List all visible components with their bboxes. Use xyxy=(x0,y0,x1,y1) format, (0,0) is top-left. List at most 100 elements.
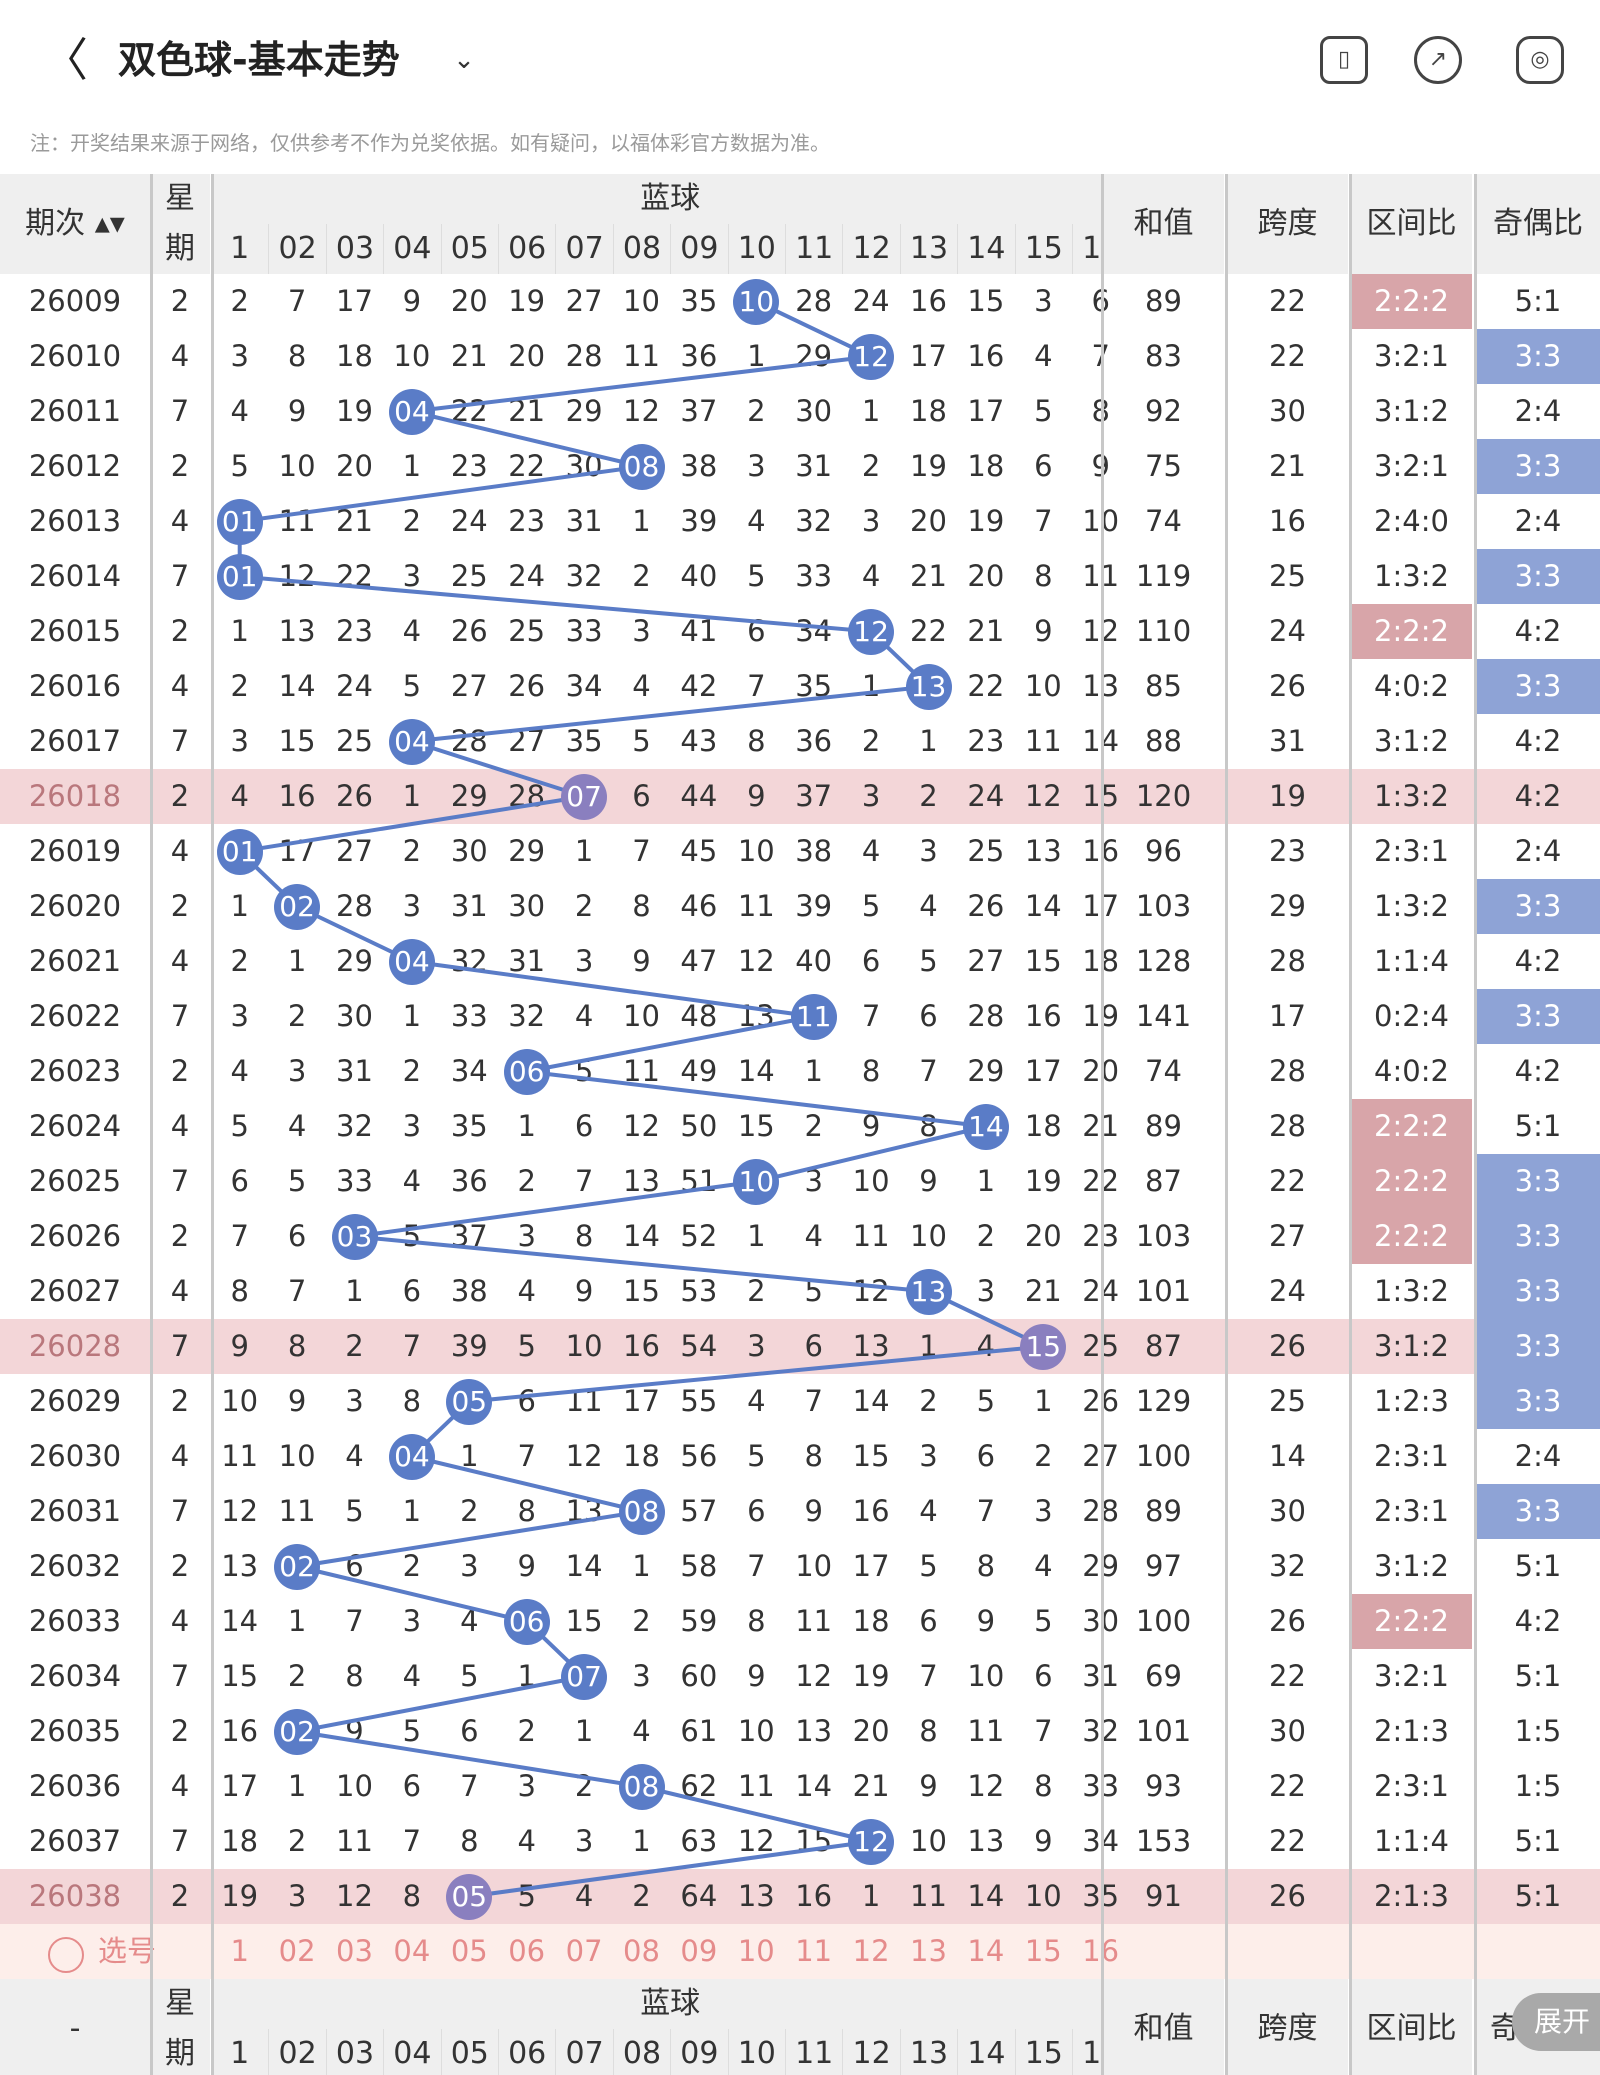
blue-ball-hit[interactable]: 01 xyxy=(216,553,263,600)
miss-count-cell[interactable]: 15 xyxy=(737,1109,775,1143)
miss-count-cell[interactable]: 22 xyxy=(967,669,1005,703)
header-sum[interactable]: 和值 xyxy=(1103,174,1224,274)
miss-count-cell[interactable]: 11 xyxy=(910,1879,947,1913)
miss-count-cell[interactable]: 29 xyxy=(508,834,546,868)
select-number-14[interactable]: 14 xyxy=(967,1934,1005,1968)
table-row[interactable] xyxy=(0,659,1600,714)
header-blue-col-07[interactable]: 07 xyxy=(555,224,613,274)
table-row[interactable] xyxy=(0,1704,1600,1759)
miss-count-cell[interactable]: 6 xyxy=(287,1219,307,1253)
miss-count-cell[interactable]: 15 xyxy=(852,1439,890,1473)
miss-count-cell[interactable]: 9 xyxy=(287,1384,307,1418)
miss-count-cell[interactable]: 17 xyxy=(967,394,1005,428)
miss-count-cell[interactable]: 6 xyxy=(919,1604,938,1638)
miss-count-cell[interactable]: 9 xyxy=(1072,439,1129,494)
miss-count-cell[interactable]: 29 xyxy=(565,394,603,428)
miss-count-cell[interactable]: 1 xyxy=(574,1714,594,1748)
miss-count-cell[interactable]: 2 xyxy=(804,1109,823,1143)
miss-count-cell[interactable]: 14 xyxy=(1024,889,1062,923)
footer-blue-col-1[interactable]: 1 xyxy=(211,2029,269,2075)
miss-count-cell[interactable]: 1 xyxy=(402,779,422,813)
miss-count-cell[interactable]: 15 xyxy=(278,724,316,758)
select-number-08[interactable]: 08 xyxy=(623,1934,660,1968)
miss-count-cell[interactable]: 28 xyxy=(1072,1484,1129,1539)
miss-count-cell[interactable]: 38 xyxy=(450,1274,488,1308)
miss-count-cell[interactable]: 24 xyxy=(852,284,890,318)
header-blue-col-05[interactable]: 05 xyxy=(440,224,498,274)
miss-count-cell[interactable]: 8 xyxy=(632,889,651,923)
miss-count-cell[interactable]: 5 xyxy=(402,1714,422,1748)
miss-count-cell[interactable]: 20 xyxy=(336,449,373,483)
miss-count-cell[interactable]: 2 xyxy=(517,1164,536,1198)
miss-count-cell[interactable]: 7 xyxy=(919,1659,938,1693)
miss-count-cell[interactable]: 39 xyxy=(680,504,718,538)
miss-count-cell[interactable]: 1 xyxy=(919,724,938,758)
header-blue-col-03[interactable]: 03 xyxy=(325,224,384,274)
miss-count-cell[interactable]: 8 xyxy=(804,1439,823,1473)
miss-count-cell[interactable]: 29 xyxy=(795,339,833,373)
miss-count-cell[interactable]: 24 xyxy=(336,669,373,703)
miss-count-cell[interactable]: 35 xyxy=(450,1109,488,1143)
blue-ball-hit[interactable]: 03 xyxy=(331,1213,378,1260)
miss-count-cell[interactable]: 4 xyxy=(287,1109,307,1143)
back-icon[interactable]: 〈 xyxy=(42,33,88,87)
miss-count-cell[interactable]: 5 xyxy=(345,1494,364,1528)
miss-count-cell[interactable]: 54 xyxy=(680,1329,718,1363)
header-odd-even-ratio[interactable]: 奇偶比 xyxy=(1476,174,1600,274)
miss-count-cell[interactable]: 2 xyxy=(747,1274,766,1308)
miss-count-cell[interactable]: 2 xyxy=(402,1054,422,1088)
miss-count-cell[interactable]: 16 xyxy=(278,779,316,813)
miss-count-cell[interactable]: 31 xyxy=(795,449,833,483)
miss-count-cell[interactable]: 22 xyxy=(508,449,546,483)
miss-count-cell[interactable]: 3 xyxy=(574,944,594,978)
miss-count-cell[interactable]: 23 xyxy=(336,614,373,648)
miss-count-cell[interactable]: 17 xyxy=(1072,879,1129,934)
miss-count-cell[interactable]: 11 xyxy=(623,339,660,373)
miss-count-cell[interactable]: 6 xyxy=(1072,274,1129,329)
miss-count-cell[interactable]: 36 xyxy=(795,724,833,758)
miss-count-cell[interactable]: 3 xyxy=(460,1549,479,1583)
miss-count-cell[interactable]: 35 xyxy=(565,724,603,758)
table-row[interactable] xyxy=(0,1649,1600,1704)
miss-count-cell[interactable]: 7 xyxy=(402,1824,422,1858)
miss-count-cell[interactable]: 15 xyxy=(623,1274,660,1308)
miss-count-cell[interactable]: 29 xyxy=(1072,1539,1129,1594)
header-blue-col-13[interactable]: 13 xyxy=(899,224,958,274)
miss-count-cell[interactable]: 64 xyxy=(680,1879,718,1913)
blue-ball-hit[interactable]: 12 xyxy=(848,1818,895,1865)
select-number-07[interactable]: 07 xyxy=(565,1934,603,1968)
miss-count-cell[interactable]: 8 xyxy=(287,1329,307,1363)
miss-count-cell[interactable]: 13 xyxy=(1024,834,1062,868)
miss-count-cell[interactable]: 2 xyxy=(747,394,766,428)
table-row[interactable] xyxy=(0,274,1600,329)
miss-count-cell[interactable]: 6 xyxy=(517,1384,536,1418)
miss-count-cell[interactable]: 3 xyxy=(861,779,881,813)
miss-count-cell[interactable]: 8 xyxy=(1034,559,1053,593)
miss-count-cell[interactable]: 1 xyxy=(402,1494,422,1528)
expand-button[interactable]: 展开 xyxy=(1512,1993,1600,2051)
miss-count-cell[interactable]: 5 xyxy=(919,1549,938,1583)
page-title[interactable]: 双色球-基本走势 xyxy=(118,38,400,82)
miss-count-cell[interactable]: 34 xyxy=(565,669,603,703)
blue-ball-hit[interactable]: 10 xyxy=(733,1158,780,1205)
miss-count-cell[interactable]: 1 xyxy=(804,1054,823,1088)
miss-count-cell[interactable]: 11 xyxy=(737,1769,775,1803)
table-row[interactable] xyxy=(0,549,1600,604)
miss-count-cell[interactable]: 9 xyxy=(919,1164,938,1198)
miss-count-cell[interactable]: 10 xyxy=(278,1439,316,1473)
miss-count-cell[interactable]: 20 xyxy=(967,559,1005,593)
miss-count-cell[interactable]: 38 xyxy=(680,449,718,483)
miss-count-cell[interactable]: 61 xyxy=(680,1714,718,1748)
miss-count-cell[interactable]: 43 xyxy=(680,724,718,758)
miss-count-cell[interactable]: 10 xyxy=(1072,494,1129,549)
header-blue-col-06[interactable]: 06 xyxy=(498,224,556,274)
miss-count-cell[interactable]: 4 xyxy=(861,834,881,868)
miss-count-cell[interactable]: 13 xyxy=(795,1714,833,1748)
miss-count-cell[interactable]: 8 xyxy=(574,1219,594,1253)
miss-count-cell[interactable]: 18 xyxy=(1024,1109,1062,1143)
miss-count-cell[interactable]: 18 xyxy=(910,394,947,428)
blue-ball-hit[interactable]: 08 xyxy=(618,1488,665,1535)
miss-count-cell[interactable]: 6 xyxy=(861,944,881,978)
miss-count-cell[interactable]: 3 xyxy=(287,1879,307,1913)
miss-count-cell[interactable]: 8 xyxy=(402,1384,422,1418)
